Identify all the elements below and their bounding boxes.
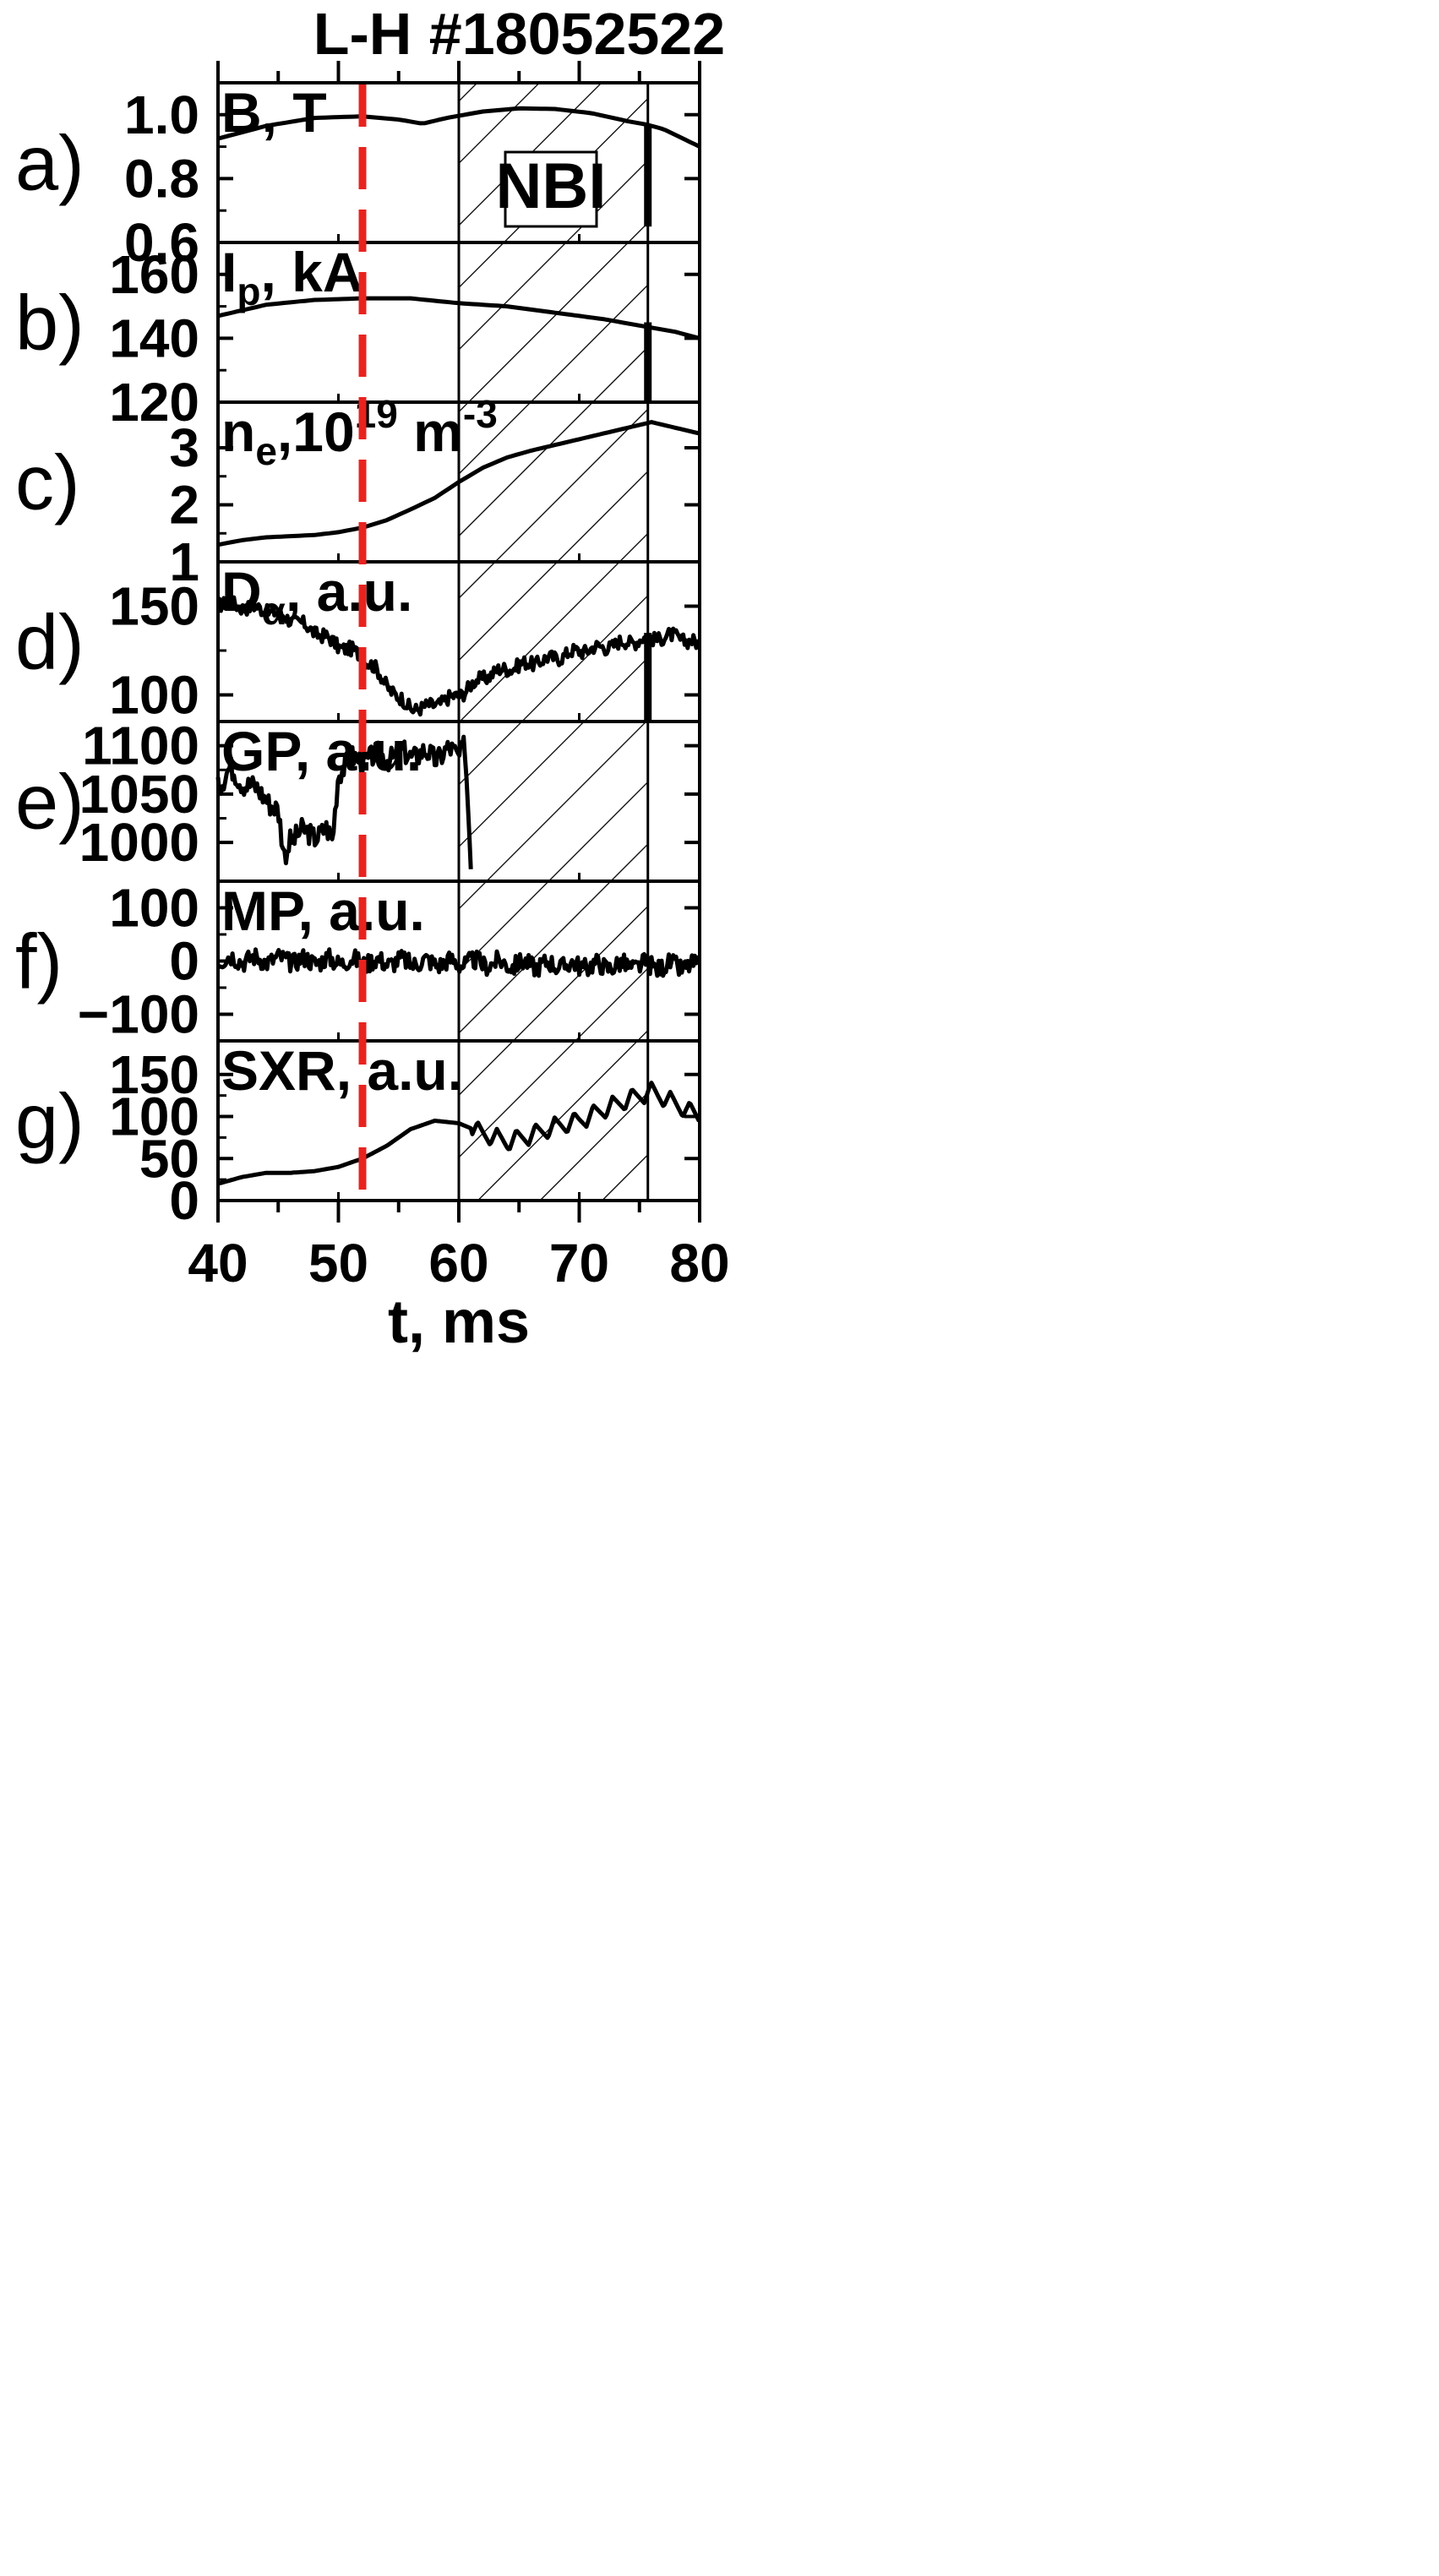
y-tick-label: 1050 [79, 764, 199, 825]
trace-line [215, 734, 473, 869]
x-tick-label: 80 [669, 1233, 729, 1293]
panel-label: MP, a.u. [221, 880, 425, 942]
y-tick-label: 1.0 [124, 84, 199, 145]
panel-tag: f) [15, 919, 63, 1005]
nbi-label: NBI [496, 150, 607, 222]
trace-line [217, 106, 701, 149]
x-tick-label: 60 [428, 1233, 488, 1293]
y-tick-label: 3 [169, 417, 199, 478]
y-tick-label: 1 [169, 531, 199, 592]
panel-tag: a) [15, 121, 84, 207]
panel-label: Dα, a.u. [221, 560, 412, 633]
y-tick-label: 120 [109, 372, 199, 433]
trace-line [217, 296, 700, 340]
y-tick-label: 100 [109, 878, 199, 939]
y-tick-label: 0 [169, 931, 199, 992]
y-tick-label: 0.6 [124, 212, 199, 273]
panel-tag: d) [15, 600, 84, 686]
panel-tag: e) [15, 760, 84, 846]
top-axis-ticks [216, 61, 701, 83]
y-tick-label: 1100 [82, 716, 199, 776]
x-tick-label: 50 [308, 1233, 368, 1293]
panel-label: Ip, kA [221, 241, 363, 313]
y-tick-label: 150 [109, 576, 199, 637]
lh-label: L-H [313, 1, 412, 67]
y-tick-label: 2 [169, 475, 199, 536]
y-tick-label: 0.8 [124, 148, 199, 209]
y-tick-label: 1000 [79, 812, 199, 873]
shot-number-label: #18052522 [429, 1, 725, 67]
y-tick-label: 160 [109, 244, 199, 305]
trace-line [217, 1081, 701, 1186]
y-tick-label: 50 [139, 1128, 199, 1189]
x-axis-title: t, ms [388, 1288, 530, 1356]
panel-d: 100 150 d) Dα, a.u. [15, 560, 701, 726]
trace-line [217, 420, 700, 547]
y-tick-label: 100 [109, 1086, 199, 1147]
y-tick-label: −100 [78, 984, 199, 1045]
x-axis-ticks: 40 50 60 70 80 [188, 1201, 730, 1293]
y-tick-label: 140 [109, 308, 199, 368]
y-tick-label: 100 [109, 665, 199, 726]
trace-line [215, 947, 701, 978]
panel-label: SXR, a.u. [221, 1039, 463, 1102]
nbi-label-box: NBI [496, 150, 607, 228]
panel-tag: g) [15, 1079, 84, 1165]
y-tick-label: 150 [109, 1044, 199, 1105]
panel-tag: c) [15, 440, 80, 526]
trace-line [217, 595, 700, 717]
x-tick-label: 70 [549, 1233, 609, 1293]
x-tick-label: 40 [188, 1233, 248, 1293]
panel-tag: b) [15, 280, 84, 367]
y-tick-label: 0 [169, 1170, 199, 1231]
